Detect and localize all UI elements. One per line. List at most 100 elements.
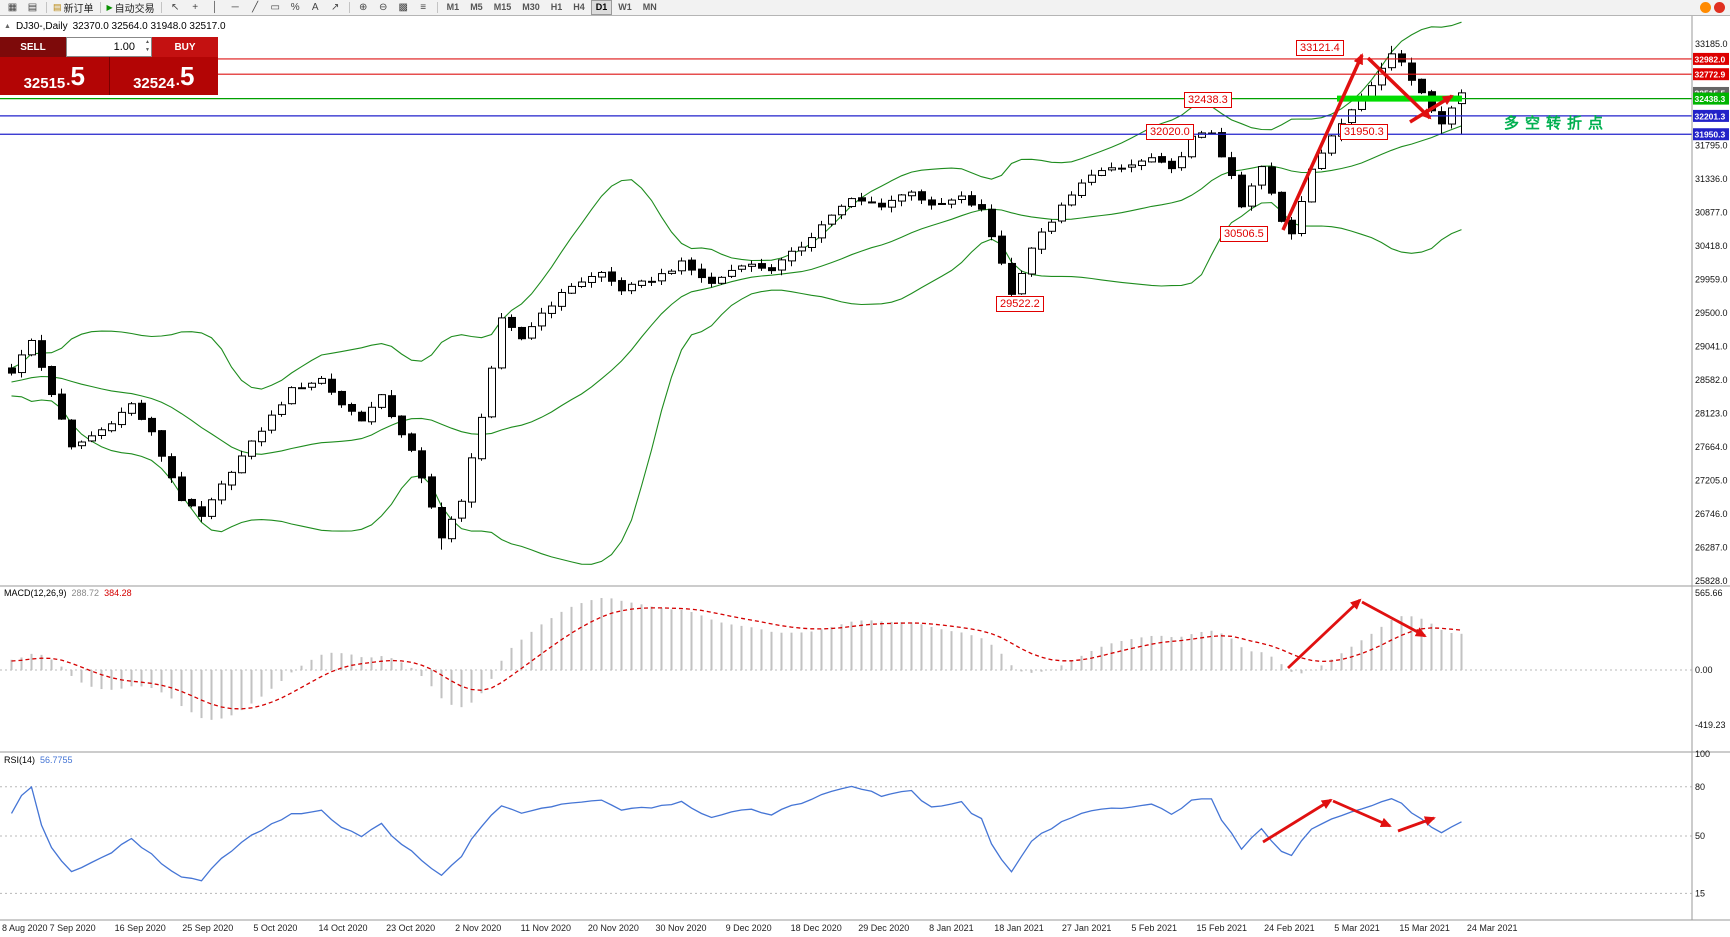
price-tag xyxy=(1693,128,1729,141)
buy-price[interactable]: 325245 xyxy=(110,57,219,95)
one-click-trading-panel: SELL 1.00 ▲▼ BUY 325155 325245 xyxy=(0,37,218,95)
timeframe-m1[interactable]: M1 xyxy=(446,2,460,12)
price-axis-label: 25828.0 xyxy=(1695,576,1728,586)
trend-arrow[interactable] xyxy=(1397,816,1436,833)
toolbar: ▦ ▤ ▤ 新订单 ▶ 自动交易 ↖ + │ ─ ╱ ▭% A ↗ ⊕ ⊖ ▩ ≡ M1 M5 M15 M3… xyxy=(0,0,1730,16)
trend-arrow[interactable] xyxy=(1287,598,1362,670)
sell-button[interactable]: SELL xyxy=(0,37,66,57)
auto-trading-button[interactable]: ▶ 自动交易 xyxy=(105,1,157,15)
macd-signal-value: 384.28 xyxy=(104,588,132,598)
crosshair-icon[interactable]: + xyxy=(192,2,199,13)
date-axis-label: 15 Mar 2021 xyxy=(1399,923,1450,933)
indicators-list-icon[interactable]: ≡ xyxy=(420,2,427,13)
rsi-axis-label: 100 xyxy=(1695,749,1710,759)
svg-text:32772.9: 32772.9 xyxy=(1695,70,1726,80)
arrow-tool-icon[interactable]: ↗ xyxy=(330,2,340,13)
buy-price-main: 32524 xyxy=(133,75,175,92)
new-order-button[interactable]: ▤ 新订单 xyxy=(51,1,96,15)
timeframe-m5[interactable]: M5 xyxy=(470,2,483,12)
rsi-axis-label: 15 xyxy=(1695,888,1705,898)
trend-arrow[interactable] xyxy=(1332,799,1392,828)
separator xyxy=(99,2,101,13)
zoom-in-icon[interactable]: ⊕ xyxy=(358,2,368,13)
price-axis-label: 30877.0 xyxy=(1695,208,1728,218)
price-annotation: 31950.3 xyxy=(1340,124,1388,140)
cursor-icon[interactable]: ↖ xyxy=(170,2,180,13)
date-axis-label: 15 Feb 2021 xyxy=(1197,923,1248,933)
timeframe-h1[interactable]: H1 xyxy=(550,2,563,12)
trend-arrow[interactable] xyxy=(1262,798,1333,844)
svg-text:32201.3: 32201.3 xyxy=(1695,111,1726,121)
date-axis-label: 18 Dec 2020 xyxy=(791,923,842,933)
macd-axis-label: 0.00 xyxy=(1695,665,1713,675)
price-axis-label: 31795.0 xyxy=(1695,141,1728,151)
separator xyxy=(436,2,438,13)
timeframe-m30[interactable]: M30 xyxy=(522,2,540,12)
rsi-axis-label: 80 xyxy=(1695,782,1705,792)
vertical-line-icon[interactable]: │ xyxy=(212,2,219,13)
buy-button[interactable]: BUY xyxy=(152,37,218,57)
alert-icon[interactable] xyxy=(1714,2,1725,13)
trendline-icon[interactable]: ╱ xyxy=(252,2,259,13)
new-chart-icon[interactable]: ▦ xyxy=(7,2,18,13)
timeframe-h4[interactable]: H4 xyxy=(573,2,585,12)
channel-icon[interactable]: ▭ xyxy=(270,2,280,13)
timeframe-m15[interactable]: M15 xyxy=(493,2,512,12)
auto-trading-label: 自动交易 xyxy=(114,4,155,15)
volume-input[interactable]: 1.00 ▲ ▼ xyxy=(66,37,152,57)
price-annotation: 30506.5 xyxy=(1220,226,1268,242)
toolbar-right-icons xyxy=(1700,2,1725,13)
horizontal-line-icon[interactable]: ─ xyxy=(231,2,239,13)
collapse-triangle-icon[interactable]: ▲ xyxy=(4,23,11,30)
trend-arrow[interactable] xyxy=(1366,56,1432,120)
volume-spinner[interactable]: ▲ ▼ xyxy=(145,38,150,54)
date-axis-label: 8 Jan 2021 xyxy=(929,923,974,933)
date-axis-label: 5 Feb 2021 xyxy=(1131,923,1177,933)
price-axis-label: 27205.0 xyxy=(1695,476,1728,486)
rsi-name: RSI(14) xyxy=(4,755,36,765)
timeframe-mn[interactable]: MN xyxy=(642,2,657,12)
sell-price[interactable]: 325155 xyxy=(0,57,109,95)
price-axis-label: 28123.0 xyxy=(1695,409,1728,419)
svg-text:32438.3: 32438.3 xyxy=(1695,94,1726,104)
fibonacci-icon[interactable]: % xyxy=(290,2,300,13)
rsi-label: RSI(14) 56.7755 xyxy=(4,755,73,765)
macd-name: MACD(12,26,9) xyxy=(4,588,67,598)
timeframe-d1[interactable]: D1 xyxy=(590,0,613,15)
date-axis-label: 18 Jan 2021 xyxy=(994,923,1044,933)
support-zone[interactable] xyxy=(1337,95,1462,102)
price-annotation: 32438.3 xyxy=(1184,92,1232,108)
auto-trading-icon: ▶ xyxy=(106,3,113,12)
trend-arrow[interactable] xyxy=(1361,600,1427,638)
community-icon[interactable] xyxy=(1700,2,1711,13)
price-axis-label: 26746.0 xyxy=(1695,509,1728,519)
separator xyxy=(46,2,47,13)
date-axis-label: 2 Nov 2020 xyxy=(455,923,501,933)
text-label-icon[interactable]: A xyxy=(311,2,319,13)
date-axis-label: 8 Aug 2020 xyxy=(2,923,48,933)
date-axis-label: 7 Sep 2020 xyxy=(50,923,96,933)
date-axis-label: 14 Oct 2020 xyxy=(318,923,367,933)
chart-profiles-icon[interactable]: ▤ xyxy=(27,2,38,13)
tile-windows-icon[interactable]: ▩ xyxy=(398,2,408,13)
chart-buttons-group: ▦ ▤ xyxy=(3,1,42,15)
price-tag xyxy=(1693,52,1729,65)
rsi-value: 56.7755 xyxy=(40,755,73,765)
drawing-tools-group: ↖ + │ ─ ╱ ▭% A ↗ xyxy=(166,1,345,15)
price-axis-label: 30418.0 xyxy=(1695,241,1728,251)
date-axis-label: 24 Feb 2021 xyxy=(1264,923,1315,933)
date-axis-label: 9 Dec 2020 xyxy=(726,923,772,933)
svg-text:32982.0: 32982.0 xyxy=(1695,54,1726,64)
timeframe-group: M1 M5 M15 M30 H1 H4 D1 W1 MN xyxy=(442,0,662,15)
trend-arrow[interactable] xyxy=(1409,94,1454,124)
trend-arrow[interactable] xyxy=(1281,53,1364,231)
timeframe-w1[interactable]: W1 xyxy=(618,2,632,12)
macd-main-value: 288.72 xyxy=(71,588,100,598)
spinner-down-icon[interactable]: ▼ xyxy=(145,47,150,53)
spinner-up-icon[interactable]: ▲ xyxy=(145,39,150,45)
date-axis-label: 11 Nov 2020 xyxy=(521,923,571,933)
zoom-out-icon[interactable]: ⊖ xyxy=(378,2,388,13)
price-annotation: 29522.2 xyxy=(996,296,1044,312)
